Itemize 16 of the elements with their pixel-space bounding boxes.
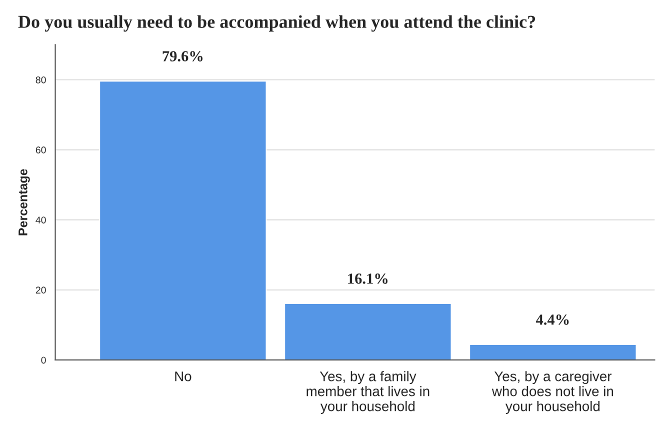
x-tick-label: Yes, by a caregiver who does not live in your household [492, 371, 614, 414]
chart-title: Do you usually need to be accompanied when you attend the clinic? [18, 15, 536, 32]
data-label: 16.1% [348, 273, 388, 284]
data-label: 4.4% [536, 314, 569, 325]
bar [284, 303, 452, 360]
bar [99, 80, 267, 360]
y-tick-label: 80 [36, 76, 46, 84]
y-tick-label: 20 [36, 286, 46, 294]
y-axis-title: Percentage [18, 169, 30, 236]
y-tick-label: 60 [36, 146, 46, 154]
x-tick-label: Yes, by a family member that lives in your household [306, 371, 430, 414]
y-tick-label: 0 [41, 356, 46, 364]
y-tick-label: 40 [36, 216, 46, 224]
x-tick-label: No [175, 372, 192, 382]
bar [469, 344, 637, 360]
data-label: 79.6% [162, 51, 203, 62]
